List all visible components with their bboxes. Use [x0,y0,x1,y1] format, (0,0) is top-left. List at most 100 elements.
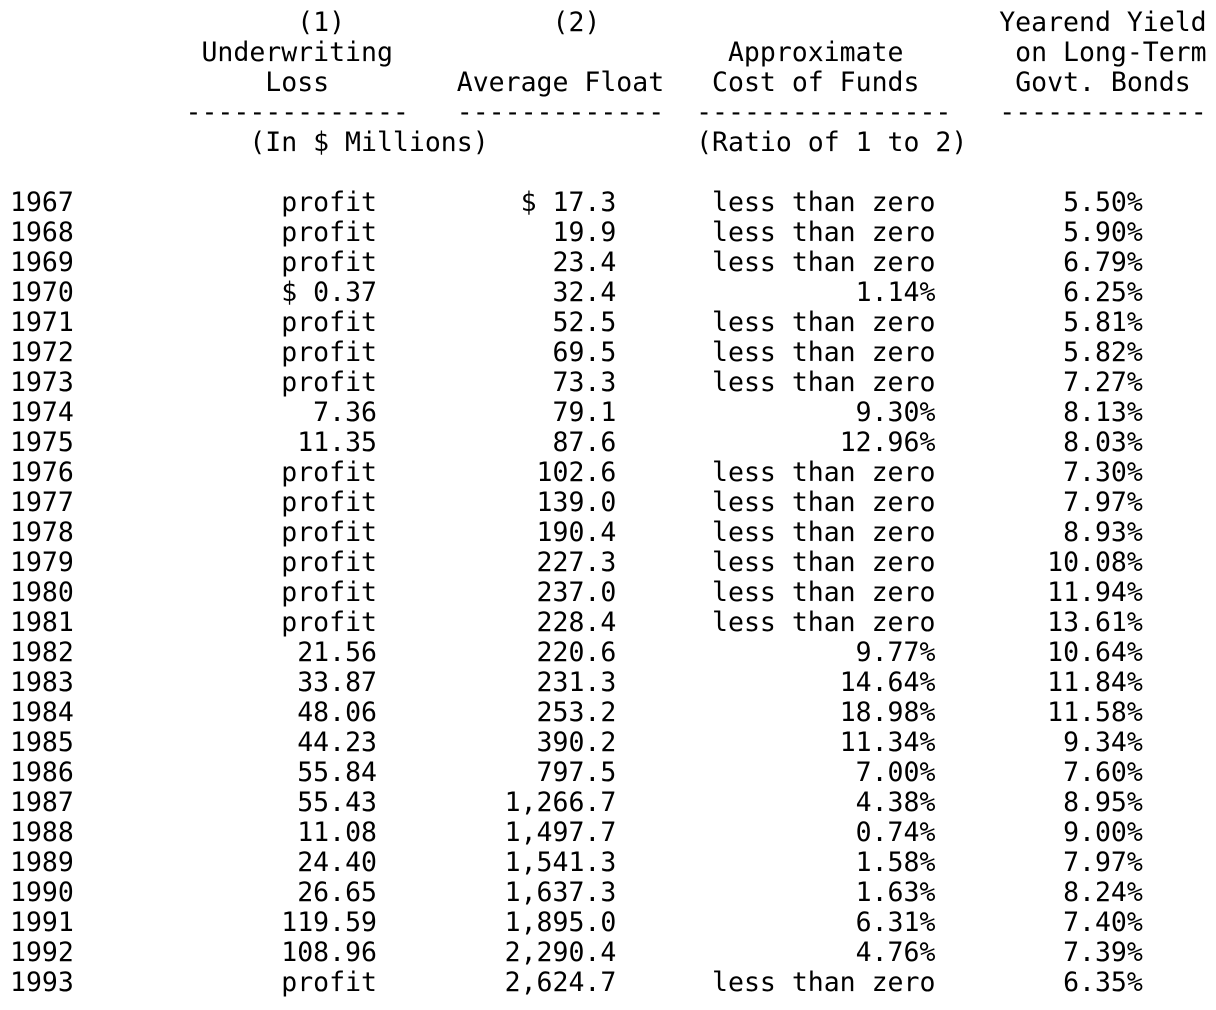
yearend-yield-cell: 7.60% [1063,757,1143,788]
average-float-cell: 1,637.3 [504,877,617,908]
underwriting-loss-cell: profit [281,967,377,998]
average-float-cell: 52.5 [552,307,617,338]
yearend-yield-cell: 8.03% [1063,427,1143,458]
table-row: 1986 55.84 797.5 7.00% 7.60% [10,758,1216,788]
year-cell: 1983 [10,667,74,698]
col4-header-on-long-term: on Long-Term [1015,37,1207,68]
table-row: 1992 108.96 2,290.4 4.76% 7.39% [10,938,1216,968]
underwriting-loss-cell: 48.06 [297,697,377,728]
average-float-cell: 237.0 [536,577,617,608]
average-float-cell: $ 17.3 [520,187,617,218]
table-row: 1974 7.36 79.1 9.30% 8.13% [10,398,1216,428]
table-row: 1976 profit 102.6 less than zero 7.30% [10,458,1216,488]
cost-of-funds-cell: less than zero [712,487,936,518]
average-float-cell: 2,290.4 [504,937,617,968]
year-cell: 1984 [10,697,74,728]
yearend-yield-cell: 7.27% [1063,367,1143,398]
average-float-cell: 1,541.3 [504,847,617,878]
cost-of-funds-cell: less than zero [712,967,936,998]
col1-underline: -------------- [185,97,409,128]
yearend-yield-cell: 6.79% [1063,247,1143,278]
yearend-yield-cell: 13.61% [1047,607,1143,638]
yearend-yield-cell: 5.82% [1063,337,1143,368]
average-float-cell: 253.2 [536,697,617,728]
year-cell: 1978 [10,517,74,548]
cost-of-funds-cell: less than zero [712,187,936,218]
average-float-cell: 139.0 [536,487,617,518]
year-cell: 1973 [10,367,74,398]
average-float-cell: 23.4 [552,247,617,278]
underwriting-loss-cell: profit [281,307,377,338]
units-in-millions-label: (In $ Millions) [249,127,489,158]
yearend-yield-cell: 7.39% [1063,937,1143,968]
cost-of-funds-cell: less than zero [712,367,936,398]
underwriting-loss-cell: profit [281,607,377,638]
year-cell: 1985 [10,727,74,758]
col1-header-underwriting: Underwriting [201,37,393,68]
cost-of-funds-cell: 6.31% [855,907,936,938]
cost-of-funds-cell: less than zero [712,607,936,638]
underwriting-loss-cell: 26.65 [297,877,377,908]
cost-of-funds-cell: less than zero [712,247,936,278]
table-row: 1967 profit $ 17.3 less than zero 5.50% [10,188,1216,218]
header-line: Underwriting Approximate on Long-Term [10,38,1216,68]
year-cell: 1974 [10,397,74,428]
yearend-yield-cell: 8.95% [1063,787,1143,818]
average-float-cell: 87.6 [552,427,617,458]
yearend-yield-cell: 5.81% [1063,307,1143,338]
average-float-cell: 69.5 [552,337,617,368]
col2-header-average-float: Average Float [456,67,665,98]
cost-of-funds-cell: 1.63% [855,877,936,908]
table-row: 1983 33.87 231.3 14.64% 11.84% [10,668,1216,698]
yearend-yield-cell: 10.08% [1047,547,1143,578]
yearend-yield-cell: 11.94% [1047,577,1143,608]
yearend-yield-cell: 7.40% [1063,907,1143,938]
year-cell: 1990 [10,877,74,908]
col4-header-govt-bonds: Govt. Bonds [1015,67,1191,98]
underwriting-loss-cell: profit [281,577,377,608]
underwriting-loss-cell: 11.35 [297,427,377,458]
cost-of-funds-cell: less than zero [712,517,936,548]
underwriting-loss-cell: 55.43 [297,787,377,818]
year-cell: 1976 [10,457,74,488]
yearend-yield-cell: 7.30% [1063,457,1143,488]
underwriting-loss-cell: profit [281,457,377,488]
underwriting-loss-cell: profit [281,247,377,278]
average-float-cell: 79.1 [552,397,617,428]
year-cell: 1988 [10,817,74,848]
underwriting-loss-cell: profit [281,187,377,218]
table-row: 1975 11.35 87.6 12.96% 8.03% [10,428,1216,458]
table-row: 1978 profit 190.4 less than zero 8.93% [10,518,1216,548]
table-row: 1973 profit 73.3 less than zero 7.27% [10,368,1216,398]
table-row: 1982 21.56 220.6 9.77% 10.64% [10,638,1216,668]
cost-of-funds-cell: less than zero [712,337,936,368]
yearend-yield-cell: 7.97% [1063,487,1143,518]
average-float-cell: 797.5 [536,757,617,788]
table-row: 1984 48.06 253.2 18.98% 11.58% [10,698,1216,728]
average-float-cell: 220.6 [536,637,617,668]
col4-underline: ------------- [999,97,1207,128]
underwriting-loss-cell: 55.84 [297,757,377,788]
underwriting-loss-cell: profit [281,217,377,248]
average-float-cell: 1,266.7 [504,787,617,818]
cost-of-funds-cell: less than zero [712,457,936,488]
table-row: 1971 profit 52.5 less than zero 5.81% [10,308,1216,338]
col3-underline: ---------------- [696,97,952,128]
year-cell: 1969 [10,247,74,278]
underwriting-loss-cell: profit [281,337,377,368]
cost-of-funds-cell: 0.74% [855,817,936,848]
col2-underline: ------------- [456,97,665,128]
year-cell: 1987 [10,787,74,818]
col2-number-label: (2) [552,7,601,38]
year-cell: 1991 [10,907,74,938]
cost-of-funds-cell: 12.96% [839,427,936,458]
table-row: 1970 $ 0.37 32.4 1.14% 6.25% [10,278,1216,308]
average-float-cell: 228.4 [536,607,617,638]
table-row: 1991 119.59 1,895.0 6.31% 7.40% [10,908,1216,938]
average-float-cell: 1,497.7 [504,817,617,848]
yearend-yield-cell: 5.50% [1063,187,1143,218]
yearend-yield-cell: 9.00% [1063,817,1143,848]
float-table: (1) (2) Yearend Yield Underwriting Appro… [10,8,1216,998]
average-float-cell: 102.6 [536,457,617,488]
